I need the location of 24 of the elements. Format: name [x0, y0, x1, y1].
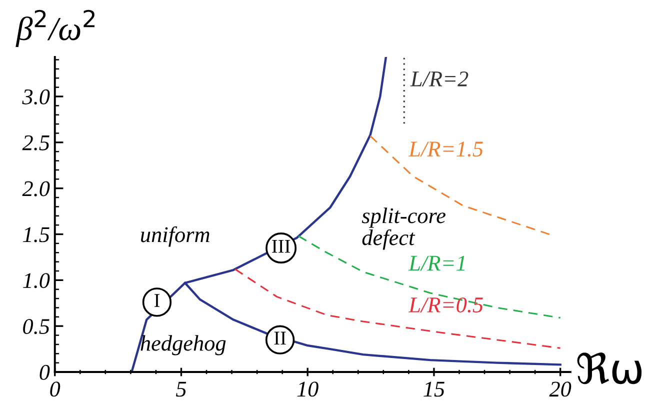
y-axis-title: β$^{2}$/ω$^{2}$	[16, 10, 94, 48]
annotation: uniform	[141, 226, 210, 247]
y-tick-label: 3.0	[22, 89, 50, 104]
x-tick-label: 10	[297, 382, 318, 397]
y-tick-label: 2.0	[22, 181, 50, 196]
series-label: L/R=1	[408, 256, 465, 271]
y-tick-label: 1.5	[23, 227, 50, 242]
series-label: L/R=0.5	[408, 297, 483, 313]
annotation: III	[272, 240, 290, 253]
series-label: L/R=1.5	[408, 142, 483, 157]
y-tick-label: 1.0	[23, 273, 50, 288]
series-label: L/R=2	[410, 71, 468, 86]
annotation: split-core defect	[362, 208, 446, 250]
x-tick-label: 15	[424, 382, 444, 397]
annotation: I	[154, 294, 160, 307]
y-tick-label: 2.5	[22, 135, 50, 150]
annotation: II	[274, 332, 286, 345]
y-tick-label: 0.5	[23, 319, 50, 334]
x-axis-title: ℜω	[577, 352, 642, 384]
y-tick-label: 0	[40, 364, 50, 380]
annotation: hedgehog	[140, 335, 226, 356]
x-tick-label: 0	[50, 382, 60, 397]
x-tick-label: 5	[176, 382, 186, 397]
x-tick-label: 20	[549, 382, 572, 397]
